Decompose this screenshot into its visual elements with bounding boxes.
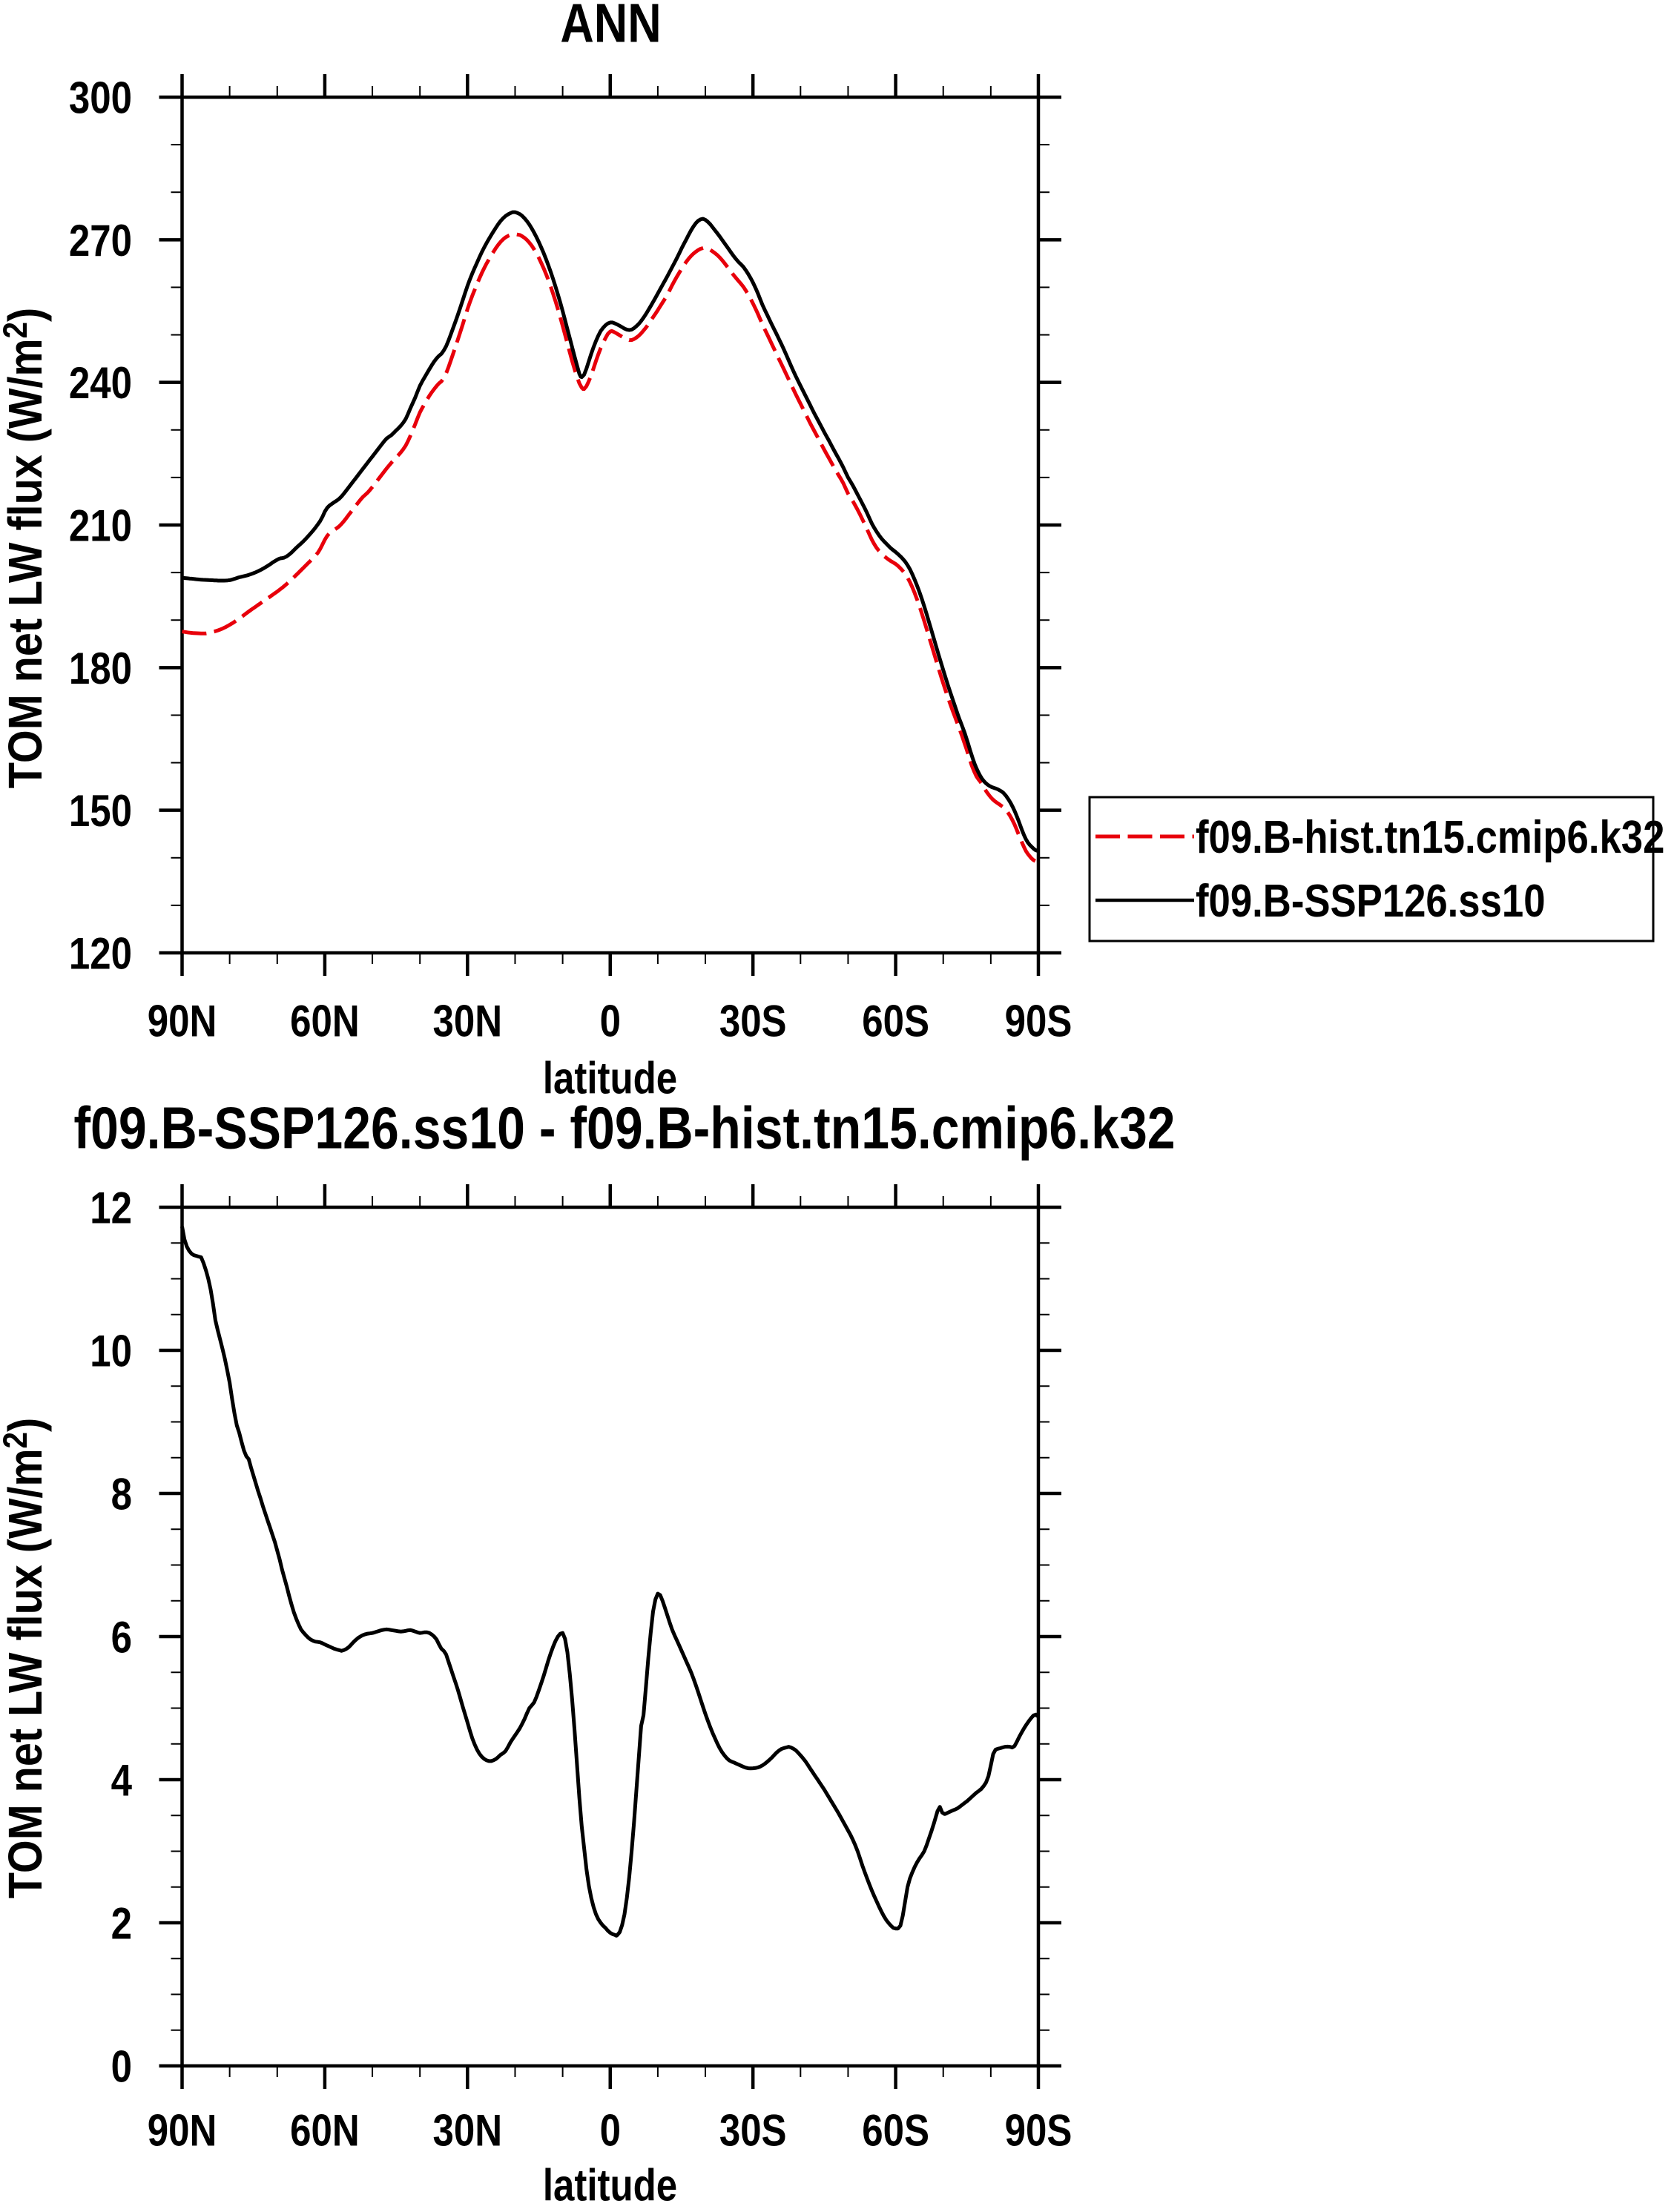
svg-text:90N: 90N bbox=[148, 2106, 217, 2156]
svg-text:210: 210 bbox=[69, 501, 132, 551]
svg-text:TOM net LW flux (W/m2): TOM net LW flux (W/m2) bbox=[0, 1418, 52, 1899]
svg-text:f09.B-hist.tn15.cmip6.k32: f09.B-hist.tn15.cmip6.k32 bbox=[1196, 812, 1664, 863]
svg-text:60S: 60S bbox=[862, 2106, 929, 2156]
svg-text:8: 8 bbox=[111, 1470, 132, 1519]
svg-text:90S: 90S bbox=[1005, 2106, 1072, 2156]
svg-text:6: 6 bbox=[111, 1613, 132, 1663]
svg-text:60N: 60N bbox=[290, 2106, 360, 2156]
svg-text:4: 4 bbox=[111, 1756, 132, 1806]
svg-text:90S: 90S bbox=[1005, 997, 1072, 1046]
svg-text:10: 10 bbox=[90, 1327, 132, 1376]
svg-text:60S: 60S bbox=[862, 997, 929, 1046]
svg-text:2: 2 bbox=[111, 1899, 132, 1949]
svg-text:240: 240 bbox=[69, 358, 132, 408]
svg-text:90N: 90N bbox=[148, 997, 217, 1046]
svg-text:30S: 30S bbox=[719, 997, 787, 1046]
svg-text:30N: 30N bbox=[433, 997, 503, 1046]
svg-text:TOM net LW flux (W/m2): TOM net LW flux (W/m2) bbox=[0, 308, 52, 789]
svg-text:300: 300 bbox=[69, 73, 132, 123]
svg-text:latitude: latitude bbox=[543, 1054, 677, 1103]
svg-text:f09.B-SSP126.ss10 - f09.B-hist: f09.B-SSP126.ss10 - f09.B-hist.tn15.cmip… bbox=[73, 1095, 1175, 1161]
svg-text:60N: 60N bbox=[290, 997, 360, 1046]
svg-text:270: 270 bbox=[69, 216, 132, 265]
svg-text:12: 12 bbox=[90, 1183, 132, 1233]
svg-text:0: 0 bbox=[600, 997, 621, 1046]
svg-text:latitude: latitude bbox=[543, 2161, 677, 2208]
svg-text:30S: 30S bbox=[719, 2106, 787, 2156]
svg-text:ANN: ANN bbox=[560, 0, 661, 54]
svg-text:0: 0 bbox=[111, 2042, 132, 2092]
svg-text:180: 180 bbox=[69, 644, 132, 693]
svg-text:120: 120 bbox=[69, 929, 132, 979]
svg-text:f09.B-SSP126.ss10: f09.B-SSP126.ss10 bbox=[1196, 876, 1545, 927]
svg-text:0: 0 bbox=[600, 2106, 621, 2156]
svg-text:30N: 30N bbox=[433, 2106, 503, 2156]
svg-text:150: 150 bbox=[69, 786, 132, 836]
